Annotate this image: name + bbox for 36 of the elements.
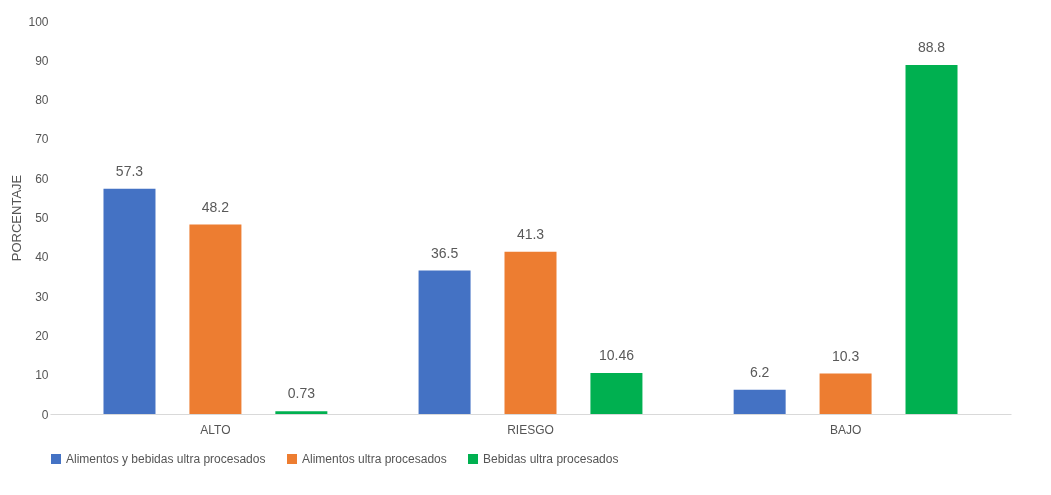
y-tick-label: 60 xyxy=(35,171,49,186)
y-tick-label: 10 xyxy=(35,368,49,383)
y-tick-label: 30 xyxy=(35,289,49,304)
y-tick-label: 70 xyxy=(35,132,49,147)
bar xyxy=(819,373,872,414)
data-label: 57.3 xyxy=(115,162,144,179)
legend-label: Bebidas ultra procesados xyxy=(483,452,619,466)
y-axis-title: PORCENTAJE xyxy=(9,174,25,262)
data-label: 88.8 xyxy=(917,39,946,56)
data-label: 10.3 xyxy=(831,347,860,364)
bar xyxy=(275,411,328,414)
y-tick-label: 0 xyxy=(41,407,49,422)
data-label: 0.73 xyxy=(287,385,316,402)
legend-label: Alimentos ultra procesados xyxy=(302,452,447,466)
legend-label: Alimentos y bebidas ultra procesados xyxy=(66,452,266,466)
y-tick-label: 40 xyxy=(35,250,49,265)
y-tick-label: 90 xyxy=(35,53,49,68)
bar xyxy=(418,270,471,414)
bar xyxy=(103,188,156,414)
x-tick-label: RIESGO xyxy=(507,422,554,437)
data-label: 6.2 xyxy=(749,363,770,380)
x-tick-label: BAJO xyxy=(829,422,862,437)
bar xyxy=(905,65,958,414)
bar xyxy=(590,372,643,414)
y-tick-label: 80 xyxy=(35,93,49,108)
x-tick-label: ALTO xyxy=(200,422,231,437)
data-label: 41.3 xyxy=(516,225,545,242)
y-tick-label: 100 xyxy=(28,14,49,29)
y-tick-label: 50 xyxy=(35,211,49,225)
y-tick-label: 20 xyxy=(35,328,49,343)
data-label: 10.46 xyxy=(598,346,635,363)
bar xyxy=(504,251,557,414)
data-label: 36.5 xyxy=(430,244,459,261)
bar xyxy=(733,389,786,414)
data-label: 48.2 xyxy=(201,198,230,215)
bar xyxy=(189,224,242,414)
